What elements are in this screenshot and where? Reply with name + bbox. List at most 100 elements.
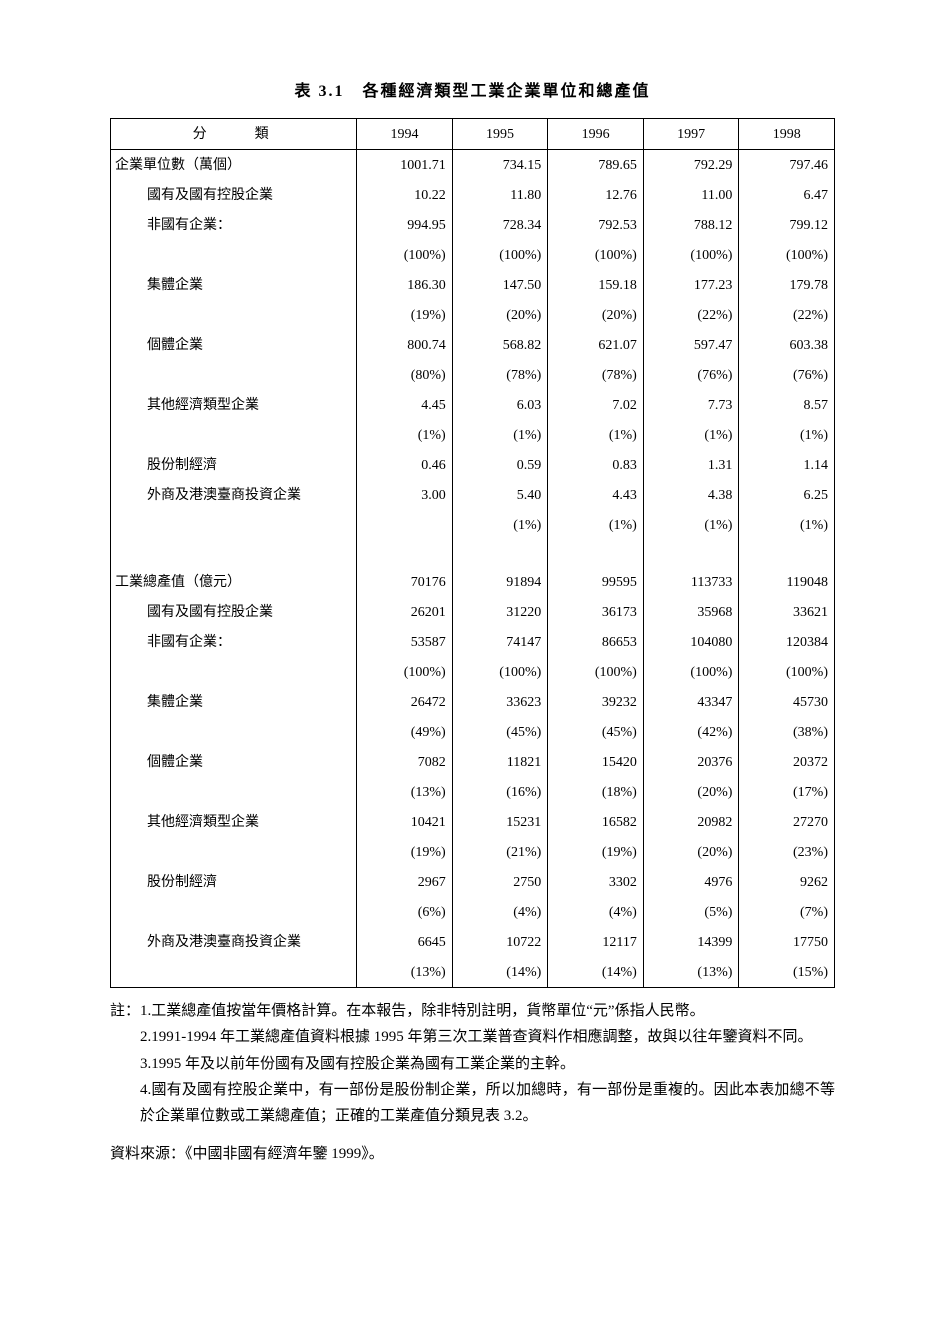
cell-value: (42%) xyxy=(643,717,739,747)
cell-value: 186.30 xyxy=(357,270,453,300)
cell-value: (18%) xyxy=(548,777,644,807)
row-label xyxy=(111,837,357,867)
cell-value: (5%) xyxy=(643,897,739,927)
table-row: (13%)(14%)(14%)(13%)(15%) xyxy=(111,957,835,988)
cell-value: 1.31 xyxy=(643,450,739,480)
cell-value: 0.59 xyxy=(452,450,548,480)
cell-value: (1%) xyxy=(739,420,835,450)
cell-value: 177.23 xyxy=(643,270,739,300)
row-label xyxy=(111,510,357,540)
cell-value: (21%) xyxy=(452,837,548,867)
row-label: 股份制經濟 xyxy=(111,867,357,897)
cell-value: (1%) xyxy=(548,420,644,450)
cell-value: 4.38 xyxy=(643,480,739,510)
col-category: 分類 xyxy=(111,119,357,150)
cell-value: 31220 xyxy=(452,597,548,627)
cell-value: 603.38 xyxy=(739,330,835,360)
cell-value: 4976 xyxy=(643,867,739,897)
note-text: 1.工業總產值按當年價格計算。在本報告，除非特別註明，貨幣單位“元”係指人民幣。 xyxy=(140,998,835,1024)
cell-value: 17750 xyxy=(739,927,835,957)
cell-value: (38%) xyxy=(739,717,835,747)
data-source: 資料來源：《中國非國有經濟年鑒 1999》。 xyxy=(110,1143,835,1166)
cell-value: (100%) xyxy=(548,240,644,270)
col-year: 1996 xyxy=(548,119,644,150)
cell-value: (78%) xyxy=(452,360,548,390)
table-row: (19%)(20%)(20%)(22%)(22%) xyxy=(111,300,835,330)
note-text: 3.1995 年及以前年份國有及國有控股企業為國有工業企業的主幹。 xyxy=(140,1051,835,1077)
cell-value: 7.73 xyxy=(643,390,739,420)
cell-value: 119048 xyxy=(739,567,835,597)
cell-value: (76%) xyxy=(739,360,835,390)
cell-value: 11.00 xyxy=(643,180,739,210)
cell-value: 5.40 xyxy=(452,480,548,510)
cell-value: 11.80 xyxy=(452,180,548,210)
row-label: 股份制經濟 xyxy=(111,450,357,480)
cell-value: 15420 xyxy=(548,747,644,777)
cell-value: (45%) xyxy=(452,717,548,747)
row-label xyxy=(111,360,357,390)
cell-value: 6.25 xyxy=(739,480,835,510)
cell-value: 6.03 xyxy=(452,390,548,420)
cell-value: 14399 xyxy=(643,927,739,957)
cell-value: 728.34 xyxy=(452,210,548,240)
cell-value: (14%) xyxy=(548,957,644,988)
table-row: 外商及港澳臺商投資企業664510722121171439917750 xyxy=(111,927,835,957)
cell-value: (100%) xyxy=(452,657,548,687)
cell-value: (1%) xyxy=(739,510,835,540)
cell-value: 104080 xyxy=(643,627,739,657)
row-label: 其他經濟類型企業 xyxy=(111,807,357,837)
cell-value: 12.76 xyxy=(548,180,644,210)
cell-value: (15%) xyxy=(739,957,835,988)
table-row: (6%)(4%)(4%)(5%)(7%) xyxy=(111,897,835,927)
row-label xyxy=(111,657,357,687)
cell-value: 99595 xyxy=(548,567,644,597)
cell-value: (22%) xyxy=(739,300,835,330)
note-text: 4.國有及國有控股企業中，有一部份是股份制企業，所以加總時，有一部份是重複的。因… xyxy=(140,1077,835,1130)
cell-value: (4%) xyxy=(548,897,644,927)
cell-value: 179.78 xyxy=(739,270,835,300)
note-lead xyxy=(110,1024,140,1050)
cell-value: (1%) xyxy=(643,420,739,450)
cell-value: 12117 xyxy=(548,927,644,957)
cell-value: (100%) xyxy=(357,657,453,687)
cell-value: (20%) xyxy=(452,300,548,330)
cell-value: 597.47 xyxy=(643,330,739,360)
cell-value: 1.14 xyxy=(739,450,835,480)
cell-value: 4.43 xyxy=(548,480,644,510)
cell-value: (16%) xyxy=(452,777,548,807)
cell-value: 0.83 xyxy=(548,450,644,480)
cell-value: 43347 xyxy=(643,687,739,717)
cell-value: (6%) xyxy=(357,897,453,927)
table-row: (100%)(100%)(100%)(100%)(100%) xyxy=(111,657,835,687)
cell-value: 20372 xyxy=(739,747,835,777)
cell-value: 9262 xyxy=(739,867,835,897)
cell-value: 36173 xyxy=(548,597,644,627)
cell-value: (1%) xyxy=(452,420,548,450)
row-label xyxy=(111,777,357,807)
row-label: 個體企業 xyxy=(111,330,357,360)
cell-value: 33623 xyxy=(452,687,548,717)
cell-value: (7%) xyxy=(739,897,835,927)
note-lead: 註： xyxy=(110,998,140,1024)
cell-value: (1%) xyxy=(643,510,739,540)
cell-value: (19%) xyxy=(357,837,453,867)
table-row: 企業單位數（萬個）1001.71734.15789.65792.29797.46 xyxy=(111,150,835,181)
cell-value: 799.12 xyxy=(739,210,835,240)
cell-value: (100%) xyxy=(739,240,835,270)
cell-value: 11821 xyxy=(452,747,548,777)
cell-value: 789.65 xyxy=(548,150,644,181)
cell-value: 39232 xyxy=(548,687,644,717)
cell-value: 70176 xyxy=(357,567,453,597)
table-row: (49%)(45%)(45%)(42%)(38%) xyxy=(111,717,835,747)
cell-value: 4.45 xyxy=(357,390,453,420)
cell-value: 10722 xyxy=(452,927,548,957)
cell-value: 792.29 xyxy=(643,150,739,181)
note-lead xyxy=(110,1077,140,1130)
cell-value: 7.02 xyxy=(548,390,644,420)
row-label: 企業單位數（萬個） xyxy=(111,150,357,181)
cell-value: (100%) xyxy=(548,657,644,687)
note-lead xyxy=(110,1051,140,1077)
cell-value: (100%) xyxy=(452,240,548,270)
cell-value: 994.95 xyxy=(357,210,453,240)
cell-value: (13%) xyxy=(643,957,739,988)
